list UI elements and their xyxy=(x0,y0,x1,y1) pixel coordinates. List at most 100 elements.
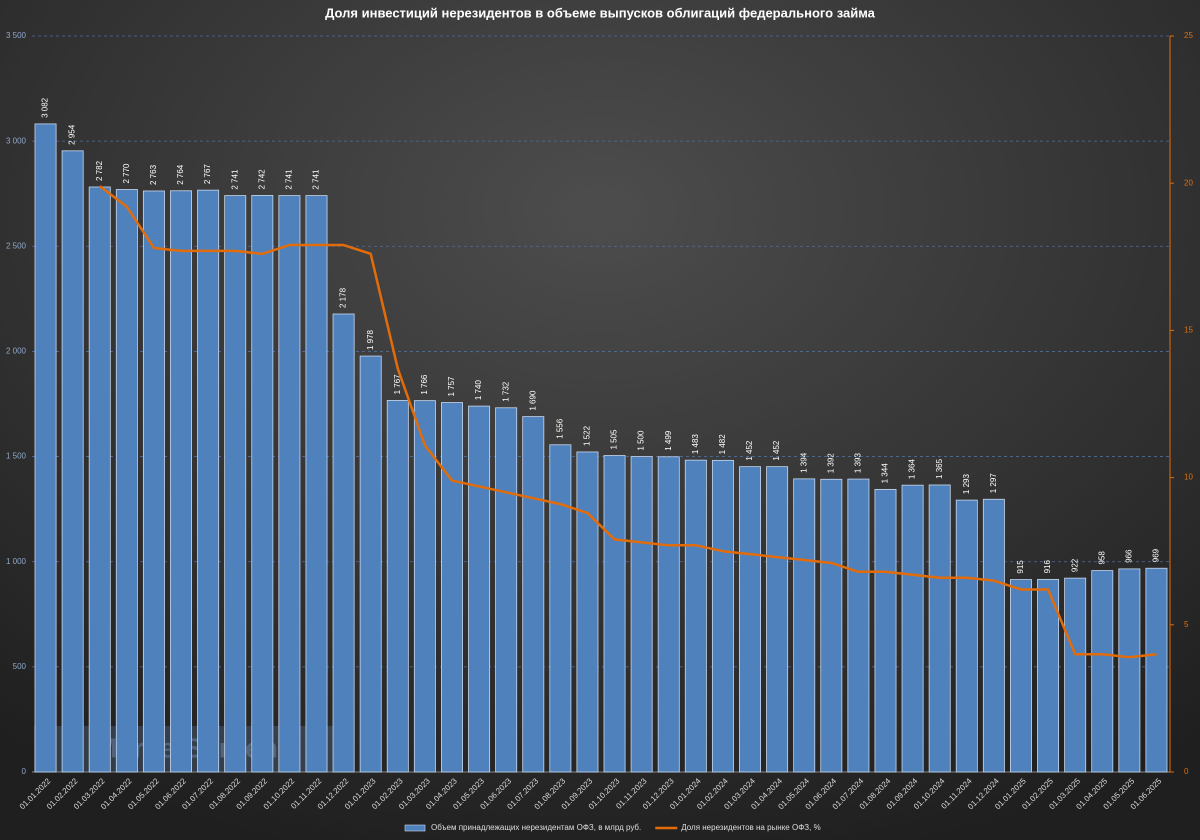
data-label: 969 xyxy=(1152,548,1161,562)
data-label: 2 770 xyxy=(122,163,131,184)
data-label: 1 392 xyxy=(826,453,835,474)
data-label: 1 690 xyxy=(528,390,537,411)
y-tick-label: 1 000 xyxy=(6,557,27,566)
bar xyxy=(495,407,518,773)
bar xyxy=(142,190,165,773)
data-label: 1 522 xyxy=(583,425,592,446)
bar xyxy=(766,466,789,773)
bar xyxy=(224,195,247,773)
bar xyxy=(468,405,491,773)
y-tick-label: 3 000 xyxy=(6,136,27,145)
data-label: 958 xyxy=(1097,551,1106,565)
data-label: 915 xyxy=(1016,560,1025,574)
data-label: 1 740 xyxy=(474,380,483,401)
data-label: 3 082 xyxy=(41,97,50,118)
data-label: 2 741 xyxy=(312,169,321,190)
data-label: 1 500 xyxy=(637,430,646,451)
bar xyxy=(115,189,138,773)
bar xyxy=(305,195,328,773)
legend-swatch xyxy=(404,824,426,832)
data-label: 1 394 xyxy=(799,452,808,473)
data-label: 2 767 xyxy=(203,164,212,185)
bar xyxy=(874,488,897,773)
data-label: 1 364 xyxy=(908,459,917,480)
y2-tick-label: 15 xyxy=(1184,326,1193,335)
bar xyxy=(197,189,220,773)
bar xyxy=(251,194,274,773)
data-label: 1 766 xyxy=(420,374,429,395)
y-tick-label: 0 xyxy=(22,767,27,776)
data-label: 2 178 xyxy=(339,287,348,308)
y-tick-label: 500 xyxy=(13,662,27,671)
bar xyxy=(1037,578,1060,773)
bar xyxy=(61,150,84,773)
bar xyxy=(413,400,436,773)
bar xyxy=(1145,567,1168,773)
data-label: 1 732 xyxy=(501,381,510,402)
bar xyxy=(847,478,870,773)
legend-label: Объем принадлежащих нерезидентам ОФЗ, в … xyxy=(431,823,641,832)
bar xyxy=(170,190,192,773)
y-tick-label: 1 500 xyxy=(6,452,27,461)
bar xyxy=(684,459,707,773)
data-label: 1 505 xyxy=(610,429,619,450)
bar xyxy=(441,402,463,773)
bar xyxy=(359,355,382,773)
data-label: 2 954 xyxy=(68,124,77,145)
data-label: 1 344 xyxy=(881,463,890,484)
data-label: 2 782 xyxy=(95,160,104,181)
data-label: 1 452 xyxy=(745,440,754,461)
bar xyxy=(332,313,355,773)
bar xyxy=(1064,577,1087,773)
bar xyxy=(1010,579,1032,773)
data-label: 1 767 xyxy=(393,374,402,395)
bar xyxy=(1091,570,1114,773)
data-label: 1 482 xyxy=(718,434,727,455)
data-label: 1 499 xyxy=(664,430,673,451)
bar xyxy=(576,451,599,773)
chart-title: Доля инвестиций нерезидентов в объеме вы… xyxy=(325,5,876,20)
y2-tick-label: 25 xyxy=(1184,31,1193,40)
y2-tick-label: 5 xyxy=(1184,620,1189,629)
data-label: 2 764 xyxy=(176,164,185,185)
data-label: 1 452 xyxy=(772,440,781,461)
legend-label: Доля нерезидентов на рынке ОФЗ, % xyxy=(681,823,820,832)
bar xyxy=(901,484,924,773)
bar xyxy=(278,195,301,773)
y2-tick-label: 10 xyxy=(1184,473,1193,482)
bar xyxy=(34,123,57,773)
data-label: 1 393 xyxy=(854,453,863,474)
data-label: 1 556 xyxy=(555,418,564,439)
bar xyxy=(982,498,1005,773)
bar xyxy=(603,455,626,773)
y-tick-label: 2 000 xyxy=(6,347,27,356)
data-label: 1 365 xyxy=(935,458,944,479)
data-label: 922 xyxy=(1070,558,1079,572)
data-label: 1 483 xyxy=(691,434,700,455)
data-label: 916 xyxy=(1043,559,1052,573)
y-tick-label: 3 500 xyxy=(6,31,27,40)
bar xyxy=(549,444,572,773)
bar xyxy=(928,484,951,773)
data-label: 1 757 xyxy=(447,376,456,397)
bar xyxy=(955,499,978,773)
bar xyxy=(1118,568,1141,773)
y2-tick-label: 20 xyxy=(1184,178,1193,187)
y-tick-label: 2 500 xyxy=(6,241,27,250)
data-label: 1 978 xyxy=(366,329,375,350)
bar xyxy=(739,466,761,773)
bar xyxy=(657,456,680,773)
bar xyxy=(820,478,843,773)
line xyxy=(98,185,1157,659)
data-label: 2 763 xyxy=(149,164,158,185)
data-label: 1 297 xyxy=(989,473,998,494)
data-label: 966 xyxy=(1124,549,1133,563)
bar xyxy=(793,478,816,773)
data-label: 1 293 xyxy=(962,474,971,495)
bar xyxy=(88,186,111,773)
bar xyxy=(386,400,409,773)
y2-tick-label: 0 xyxy=(1184,767,1189,776)
bar xyxy=(630,456,653,773)
data-label: 2 741 xyxy=(285,169,294,190)
